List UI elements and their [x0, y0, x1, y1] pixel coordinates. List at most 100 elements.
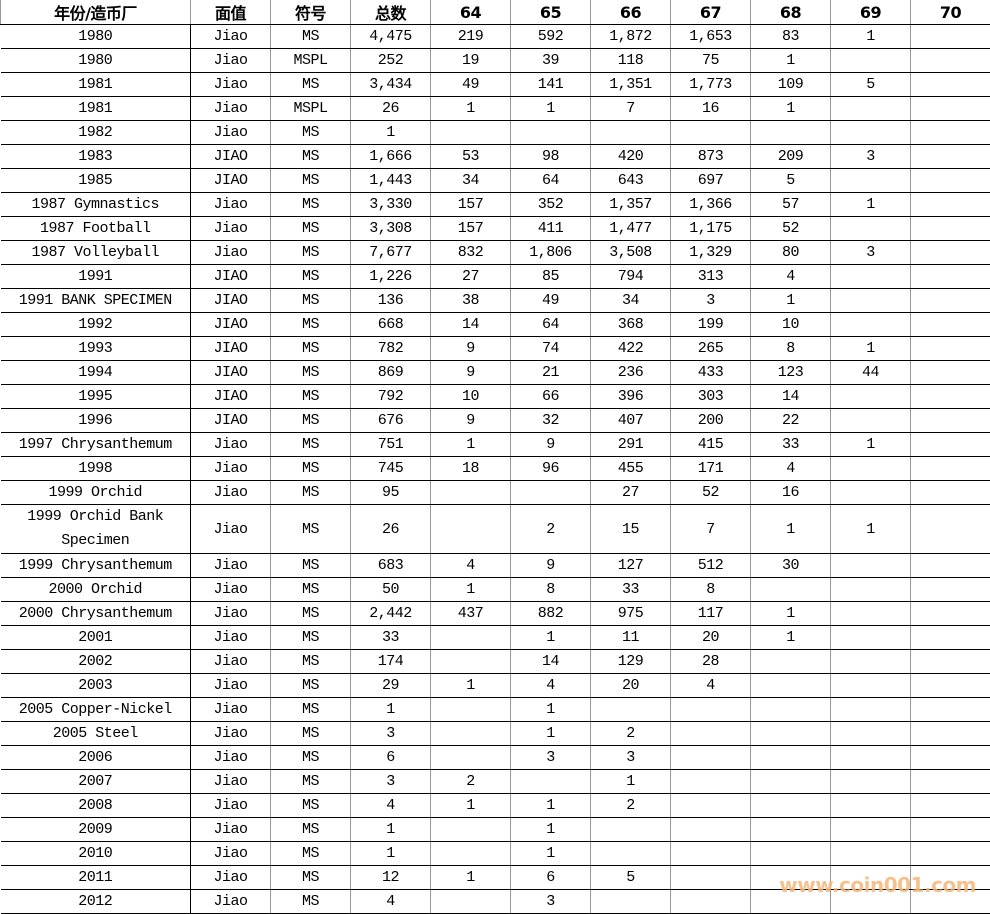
cell-denomination: Jiao [191, 794, 271, 818]
cell-year-mint: 2008 [1, 794, 191, 818]
cell-grade-64: 1 [431, 674, 511, 698]
cell-grade-67 [671, 121, 751, 145]
cell-total: 3 [351, 770, 431, 794]
cell-designation: MS [271, 121, 351, 145]
cell-grade-69 [831, 313, 911, 337]
column-header-grade-68: 68 [751, 0, 831, 25]
cell-grade-66: 975 [591, 602, 671, 626]
cell-grade-64: 1 [431, 97, 511, 121]
cell-year-mint: 1992 [1, 313, 191, 337]
cell-year-mint: 1999 Orchid Bank Specimen [1, 505, 191, 554]
cell-grade-65: 592 [511, 25, 591, 49]
cell-grade-66: 794 [591, 265, 671, 289]
cell-grade-65: 85 [511, 265, 591, 289]
cell-grade-64 [431, 505, 511, 554]
cell-designation: MS [271, 361, 351, 385]
cell-grade-64: 10 [431, 385, 511, 409]
cell-grade-66: 2 [591, 722, 671, 746]
cell-grade-65: 411 [511, 217, 591, 241]
cell-denomination: JIAO [191, 145, 271, 169]
cell-denomination: JIAO [191, 313, 271, 337]
cell-year-mint: 2000 Chrysanthemum [1, 602, 191, 626]
cell-total: 869 [351, 361, 431, 385]
cell-grade-68: 1 [751, 97, 831, 121]
cell-grade-69: 1 [831, 25, 911, 49]
cell-grade-67: 313 [671, 265, 751, 289]
cell-grade-70 [911, 578, 990, 602]
cell-grade-65: 21 [511, 361, 591, 385]
cell-grade-70 [911, 842, 990, 866]
cell-grade-65: 1 [511, 818, 591, 842]
cell-grade-64 [431, 890, 511, 914]
cell-denomination: Jiao [191, 770, 271, 794]
cell-grade-66: 291 [591, 433, 671, 457]
cell-grade-68 [751, 746, 831, 770]
cell-grade-69 [831, 626, 911, 650]
cell-grade-65: 49 [511, 289, 591, 313]
cell-grade-68: 109 [751, 73, 831, 97]
cell-grade-68 [751, 722, 831, 746]
cell-grade-64: 1 [431, 866, 511, 890]
cell-total: 1,226 [351, 265, 431, 289]
cell-total: 29 [351, 674, 431, 698]
cell-grade-65: 9 [511, 554, 591, 578]
cell-denomination: Jiao [191, 890, 271, 914]
cell-designation: MS [271, 722, 351, 746]
column-header-grade-66: 66 [591, 0, 671, 25]
column-header-grade-67: 67 [671, 0, 751, 25]
cell-grade-65: 141 [511, 73, 591, 97]
cell-designation: MS [271, 626, 351, 650]
cell-grade-69 [831, 818, 911, 842]
cell-grade-68: 10 [751, 313, 831, 337]
cell-grade-69 [831, 409, 911, 433]
cell-designation: MS [271, 505, 351, 554]
cell-year-mint: 2005 Copper-Nickel [1, 698, 191, 722]
cell-year-mint: 2009 [1, 818, 191, 842]
cell-denomination: Jiao [191, 433, 271, 457]
cell-grade-64: 53 [431, 145, 511, 169]
cell-designation: MS [271, 337, 351, 361]
cell-grade-64: 219 [431, 25, 511, 49]
cell-total: 3,330 [351, 193, 431, 217]
cell-denomination: Jiao [191, 241, 271, 265]
cell-grade-68: 22 [751, 409, 831, 433]
cell-grade-66: 127 [591, 554, 671, 578]
cell-designation: MS [271, 25, 351, 49]
cell-year-mint: 1987 Volleyball [1, 241, 191, 265]
cell-grade-65: 66 [511, 385, 591, 409]
cell-grade-66: 368 [591, 313, 671, 337]
cell-denomination: Jiao [191, 73, 271, 97]
cell-grade-70 [911, 770, 990, 794]
cell-grade-64: 38 [431, 289, 511, 313]
cell-year-mint: 1980 [1, 49, 191, 73]
cell-total: 252 [351, 49, 431, 73]
cell-grade-69 [831, 481, 911, 505]
cell-grade-68: 52 [751, 217, 831, 241]
cell-grade-69: 1 [831, 433, 911, 457]
cell-grade-66: 27 [591, 481, 671, 505]
cell-denomination: Jiao [191, 578, 271, 602]
cell-year-mint: 1999 Chrysanthemum [1, 554, 191, 578]
cell-designation: MS [271, 602, 351, 626]
cell-grade-69 [831, 650, 911, 674]
cell-grade-70 [911, 361, 990, 385]
cell-designation: MS [271, 217, 351, 241]
cell-grade-70 [911, 145, 990, 169]
cell-grade-64 [431, 818, 511, 842]
cell-total: 50 [351, 578, 431, 602]
cell-year-mint: 2010 [1, 842, 191, 866]
cell-grade-65: 882 [511, 602, 591, 626]
cell-grade-70 [911, 385, 990, 409]
cell-grade-69 [831, 698, 911, 722]
cell-grade-69 [831, 49, 911, 73]
cell-denomination: JIAO [191, 337, 271, 361]
cell-designation: MS [271, 842, 351, 866]
cell-grade-68: 4 [751, 265, 831, 289]
cell-total: 792 [351, 385, 431, 409]
